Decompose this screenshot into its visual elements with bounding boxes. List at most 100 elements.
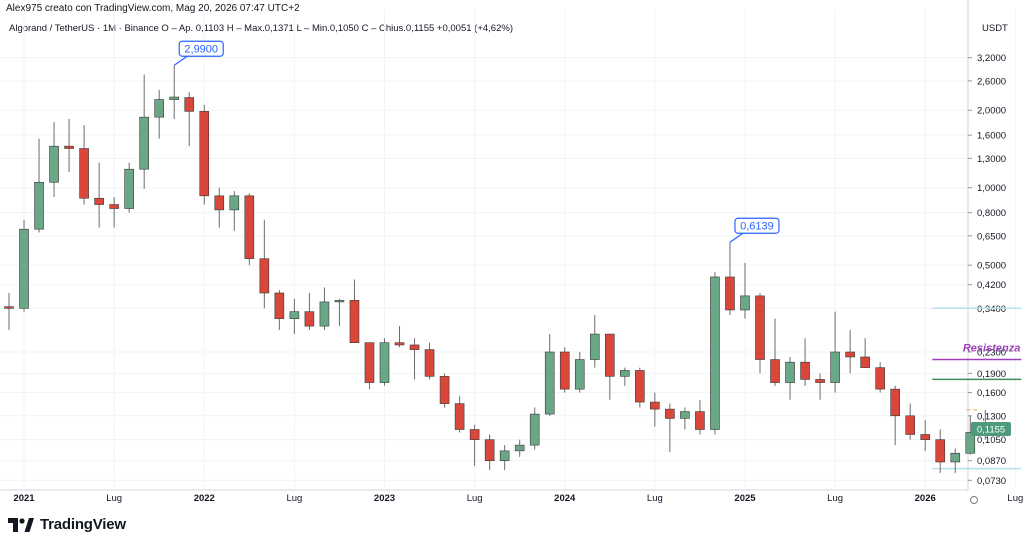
- candle-down[interactable]: [454, 403, 465, 430]
- candle-down[interactable]: [665, 408, 675, 419]
- callout-pointer: [173, 55, 188, 66]
- candle-up[interactable]: [319, 301, 330, 327]
- candle-up[interactable]: [574, 359, 585, 390]
- price-tick-label: 0,6500: [977, 231, 1006, 242]
- candle-up[interactable]: [740, 295, 750, 311]
- candle-up[interactable]: [514, 444, 525, 452]
- price-tick-label: 0,0730: [977, 476, 1006, 487]
- candle-up[interactable]: [19, 228, 29, 309]
- candle-up[interactable]: [289, 311, 300, 319]
- candle-down[interactable]: [800, 361, 810, 380]
- callout-box[interactable]: [178, 40, 224, 57]
- candle-down[interactable]: [935, 439, 946, 463]
- candle-down[interactable]: [4, 306, 14, 309]
- candle-down[interactable]: [109, 204, 119, 209]
- candle-down[interactable]: [79, 148, 89, 199]
- price-tick-label: 0,4200: [977, 280, 1006, 291]
- candle-up[interactable]: [830, 351, 840, 383]
- candle-up[interactable]: [139, 116, 149, 170]
- candle-down[interactable]: [214, 195, 225, 211]
- candle-up[interactable]: [620, 370, 630, 377]
- time-tick-label: Lug: [106, 493, 122, 504]
- candle-up[interactable]: [124, 168, 134, 209]
- price-tick-label: 1,6000: [977, 131, 1006, 142]
- chart-attribution: Alex975 creato con TradingView.com, Mag …: [6, 3, 300, 14]
- time-tick-label: Lug: [647, 493, 663, 504]
- candle-down[interactable]: [364, 342, 375, 383]
- candle-up[interactable]: [499, 450, 510, 461]
- candle-down[interactable]: [635, 370, 645, 403]
- time-tick-label: 2022: [194, 493, 215, 504]
- candle-down[interactable]: [890, 388, 900, 417]
- candle-down[interactable]: [244, 195, 255, 259]
- candle-up[interactable]: [529, 413, 540, 446]
- price-tick-label: 0,5000: [977, 261, 1006, 272]
- candle-up[interactable]: [154, 99, 164, 118]
- callout-label: 2,9900: [184, 43, 218, 55]
- candle-up[interactable]: [785, 361, 795, 383]
- axis-settings-icon[interactable]: [970, 496, 978, 504]
- callout-box[interactable]: [734, 217, 780, 234]
- candle-up[interactable]: [680, 411, 690, 419]
- candle-down[interactable]: [860, 356, 870, 368]
- symbol-legend[interactable]: Algorand / TetherUS · 1M · Binance O – A…: [9, 23, 513, 34]
- price-tick-label: 0,2300: [977, 348, 1006, 359]
- candle-up[interactable]: [334, 300, 345, 303]
- time-tick-label: Lug: [827, 493, 843, 504]
- candle-down[interactable]: [259, 258, 270, 294]
- candle-down[interactable]: [484, 439, 495, 461]
- candle-up[interactable]: [49, 145, 59, 183]
- price-tick-label: 0,1900: [977, 369, 1006, 380]
- candle-down[interactable]: [559, 351, 570, 390]
- candle-down[interactable]: [439, 376, 450, 404]
- candle-down[interactable]: [349, 300, 360, 343]
- price-tick-label: 0,0870: [977, 456, 1006, 467]
- tradingview-logo[interactable]: TradingView: [8, 516, 126, 533]
- candle-down[interactable]: [94, 197, 104, 205]
- candle-up[interactable]: [710, 276, 720, 430]
- candle-down[interactable]: [184, 97, 195, 112]
- tradingview-logo-icon: [8, 517, 34, 532]
- candle-down[interactable]: [304, 311, 315, 327]
- time-tick-label: 2023: [374, 493, 395, 504]
- candle-down[interactable]: [725, 276, 735, 311]
- candle-down[interactable]: [905, 415, 916, 435]
- candle-up[interactable]: [950, 452, 961, 463]
- price-tick-label: 0,1050: [977, 435, 1006, 446]
- candle-down[interactable]: [650, 401, 660, 410]
- price-tick-label: 2,6000: [977, 76, 1006, 87]
- candle-down[interactable]: [394, 342, 405, 346]
- candle-up[interactable]: [965, 432, 976, 454]
- candle-up[interactable]: [34, 181, 44, 230]
- candle-down[interactable]: [770, 359, 780, 383]
- price-tick-label: 0,3400: [977, 304, 1006, 315]
- candle-down[interactable]: [274, 292, 285, 319]
- candle-down[interactable]: [469, 429, 480, 440]
- candle-down[interactable]: [199, 111, 210, 197]
- price-tick-label: 0,8000: [977, 208, 1006, 219]
- candle-down[interactable]: [64, 145, 74, 149]
- candle-down[interactable]: [845, 351, 855, 358]
- last-price-badge[interactable]: [971, 422, 1011, 437]
- candle-up[interactable]: [229, 195, 240, 211]
- price-tick-label: 1,0000: [977, 183, 1006, 194]
- symbol-legend-text: Algorand / TetherUS · 1M · Binance O – A…: [9, 23, 513, 34]
- time-tick-label: 2025: [734, 493, 756, 504]
- price-tick-label: 1,3000: [977, 154, 1006, 165]
- candle-up[interactable]: [589, 333, 600, 360]
- candle-down[interactable]: [409, 344, 420, 350]
- time-tick-label: Lug: [1007, 493, 1023, 504]
- candle-down[interactable]: [695, 411, 705, 430]
- candle-down[interactable]: [875, 367, 885, 390]
- candle-down[interactable]: [920, 434, 931, 440]
- time-tick-label: Lug: [467, 493, 483, 504]
- candle-down[interactable]: [755, 295, 765, 360]
- candle-up[interactable]: [379, 342, 390, 383]
- candle-down[interactable]: [604, 333, 615, 377]
- price-tick-label: 0,1600: [977, 388, 1006, 399]
- candle-down[interactable]: [424, 349, 435, 377]
- candle-down[interactable]: [815, 379, 825, 383]
- candle-up[interactable]: [544, 351, 555, 415]
- candle-up[interactable]: [169, 96, 180, 100]
